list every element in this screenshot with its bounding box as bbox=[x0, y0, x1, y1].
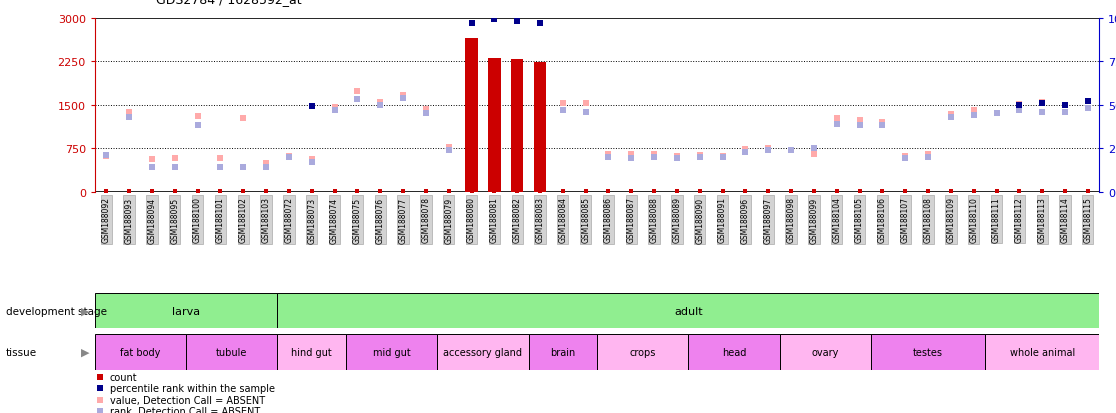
Bar bbox=[870, 335, 985, 370]
Text: GSM188114: GSM188114 bbox=[1060, 197, 1069, 243]
Bar bbox=[511, 60, 523, 192]
Text: ▶: ▶ bbox=[80, 306, 89, 316]
Bar bbox=[346, 335, 437, 370]
Text: GSM188091: GSM188091 bbox=[718, 197, 728, 243]
Bar bbox=[488, 59, 501, 192]
Text: GDS2784 / 1628592_at: GDS2784 / 1628592_at bbox=[156, 0, 301, 6]
Text: value, Detection Call = ABSENT: value, Detection Call = ABSENT bbox=[110, 395, 266, 405]
Text: crops: crops bbox=[629, 347, 656, 357]
Text: head: head bbox=[722, 347, 747, 357]
Text: GSM188101: GSM188101 bbox=[215, 197, 225, 243]
Text: GSM188089: GSM188089 bbox=[673, 197, 682, 243]
Text: GSM188084: GSM188084 bbox=[558, 197, 567, 243]
Text: GSM188094: GSM188094 bbox=[147, 197, 156, 243]
Text: larva: larva bbox=[172, 306, 200, 316]
Text: GSM188082: GSM188082 bbox=[512, 197, 521, 243]
Bar bbox=[780, 335, 870, 370]
Text: GSM188090: GSM188090 bbox=[695, 197, 704, 243]
Text: mid gut: mid gut bbox=[373, 347, 411, 357]
Bar bbox=[985, 335, 1099, 370]
Text: GSM188076: GSM188076 bbox=[376, 197, 385, 243]
Text: GSM188073: GSM188073 bbox=[307, 197, 316, 243]
Text: GSM188099: GSM188099 bbox=[809, 197, 818, 243]
Text: GSM188093: GSM188093 bbox=[125, 197, 134, 243]
Text: GSM188096: GSM188096 bbox=[741, 197, 750, 243]
Text: GSM188100: GSM188100 bbox=[193, 197, 202, 243]
Bar bbox=[278, 335, 346, 370]
Text: GSM188074: GSM188074 bbox=[330, 197, 339, 243]
Text: GSM188098: GSM188098 bbox=[787, 197, 796, 243]
Text: tissue: tissue bbox=[6, 347, 37, 357]
Text: ▶: ▶ bbox=[80, 347, 89, 357]
Text: development stage: development stage bbox=[6, 306, 107, 316]
Text: GSM188109: GSM188109 bbox=[946, 197, 955, 243]
Text: GSM188092: GSM188092 bbox=[102, 197, 110, 243]
Text: GSM188105: GSM188105 bbox=[855, 197, 864, 243]
Text: whole animal: whole animal bbox=[1010, 347, 1075, 357]
Text: testes: testes bbox=[913, 347, 943, 357]
Text: count: count bbox=[110, 372, 137, 382]
Bar bbox=[186, 335, 278, 370]
Text: GSM188108: GSM188108 bbox=[924, 197, 933, 243]
Text: GSM188097: GSM188097 bbox=[763, 197, 772, 243]
Text: GSM188104: GSM188104 bbox=[833, 197, 841, 243]
Text: tubule: tubule bbox=[217, 347, 248, 357]
Bar bbox=[95, 335, 186, 370]
Bar bbox=[437, 335, 529, 370]
Text: GSM188111: GSM188111 bbox=[992, 197, 1001, 243]
Text: GSM188072: GSM188072 bbox=[285, 197, 294, 243]
Bar bbox=[533, 62, 546, 192]
Text: accessory gland: accessory gland bbox=[443, 347, 522, 357]
Text: GSM188103: GSM188103 bbox=[261, 197, 270, 243]
Text: GSM188078: GSM188078 bbox=[422, 197, 431, 243]
Text: GSM188081: GSM188081 bbox=[490, 197, 499, 243]
Text: GSM188080: GSM188080 bbox=[466, 197, 477, 243]
Text: brain: brain bbox=[550, 347, 576, 357]
Text: GSM188086: GSM188086 bbox=[604, 197, 613, 243]
Bar bbox=[689, 335, 780, 370]
Text: GSM188115: GSM188115 bbox=[1084, 197, 1093, 243]
Text: GSM188085: GSM188085 bbox=[581, 197, 590, 243]
Text: adult: adult bbox=[674, 306, 703, 316]
Text: hind gut: hind gut bbox=[291, 347, 333, 357]
Text: GSM188087: GSM188087 bbox=[627, 197, 636, 243]
Text: GSM188102: GSM188102 bbox=[239, 197, 248, 243]
Text: ovary: ovary bbox=[811, 347, 839, 357]
Bar bbox=[597, 335, 689, 370]
Text: GSM188110: GSM188110 bbox=[969, 197, 979, 243]
Text: GSM188083: GSM188083 bbox=[536, 197, 545, 243]
Text: percentile rank within the sample: percentile rank within the sample bbox=[110, 383, 275, 393]
Bar bbox=[278, 293, 1099, 328]
Text: fat body: fat body bbox=[121, 347, 161, 357]
Text: GSM188095: GSM188095 bbox=[171, 197, 180, 243]
Text: GSM188077: GSM188077 bbox=[398, 197, 407, 243]
Text: GSM188107: GSM188107 bbox=[901, 197, 910, 243]
Text: GSM188112: GSM188112 bbox=[1014, 197, 1023, 243]
Text: rank, Detection Call = ABSENT: rank, Detection Call = ABSENT bbox=[110, 406, 260, 413]
Text: GSM188079: GSM188079 bbox=[444, 197, 453, 243]
Text: GSM188113: GSM188113 bbox=[1038, 197, 1047, 243]
Bar bbox=[529, 335, 597, 370]
Text: GSM188075: GSM188075 bbox=[353, 197, 362, 243]
Bar bbox=[465, 39, 478, 192]
Text: GSM188106: GSM188106 bbox=[878, 197, 887, 243]
Text: GSM188088: GSM188088 bbox=[650, 197, 658, 243]
Bar bbox=[95, 293, 278, 328]
